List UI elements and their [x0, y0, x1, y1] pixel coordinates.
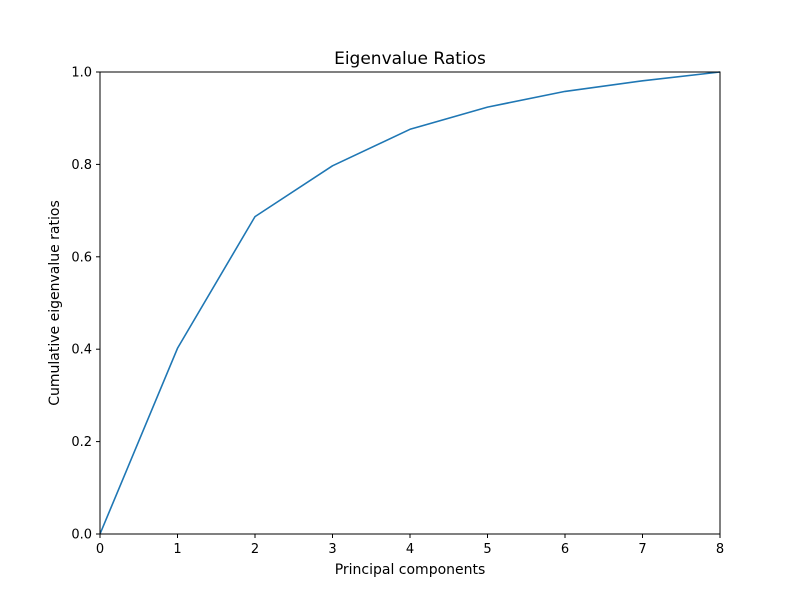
y-axis-label: Cumulative eigenvalue ratios [47, 200, 63, 406]
x-tick-label: 7 [638, 542, 646, 557]
y-tick-label: 0.8 [71, 158, 92, 173]
x-tick-label: 1 [173, 542, 181, 557]
y-axis: 0.0 0.2 0.4 0.6 0.8 1.0 [71, 66, 100, 543]
y-tick-label: 0.4 [71, 343, 92, 358]
series-line [99, 71, 721, 535]
x-tick-label: 3 [328, 542, 336, 557]
x-tick-label: 2 [251, 542, 259, 557]
x-tick-label: 6 [561, 542, 569, 557]
plot-area [99, 71, 721, 535]
x-tick-label: 8 [716, 542, 724, 557]
x-tick-label: 4 [406, 542, 414, 557]
y-tick-label: 0.0 [71, 528, 92, 543]
x-tick-label: 0 [96, 542, 104, 557]
chart-title: Eigenvalue Ratios [334, 49, 486, 69]
y-tick-label: 0.6 [71, 250, 92, 265]
x-tick-label: 5 [483, 542, 491, 557]
x-axis-label: Principal components [335, 562, 486, 578]
y-tick-label: 1.0 [71, 66, 92, 81]
y-tick-label: 0.2 [71, 435, 92, 450]
x-axis: 0 1 2 3 4 5 6 7 8 [96, 534, 724, 557]
plot-frame [99, 71, 721, 535]
